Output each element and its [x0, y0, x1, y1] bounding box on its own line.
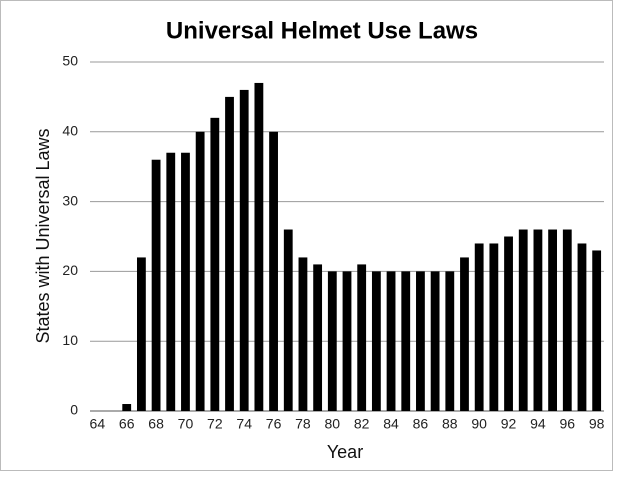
- bar: [592, 250, 602, 411]
- bar: [562, 229, 572, 411]
- bar: [386, 271, 396, 411]
- bar: [474, 243, 484, 411]
- y-tick-label: 30: [62, 192, 78, 208]
- bar: [401, 271, 411, 411]
- y-tick-label: 20: [62, 262, 78, 278]
- bar: [151, 159, 161, 411]
- y-axis-label: States with Universal Laws: [33, 128, 53, 343]
- bar: [181, 152, 190, 412]
- x-tick-label: 68: [148, 416, 164, 432]
- bar: [122, 404, 132, 411]
- bar: [327, 271, 337, 411]
- bar: [445, 271, 455, 411]
- bar: [313, 264, 323, 411]
- bar: [195, 131, 205, 412]
- bar: [210, 117, 220, 411]
- bar: [548, 229, 558, 411]
- y-tick-label: 40: [62, 123, 78, 139]
- x-tick-label: 98: [589, 416, 605, 432]
- x-tick-label: 64: [90, 416, 106, 432]
- x-tick-label: 66: [119, 416, 135, 432]
- x-tick-label: 72: [207, 416, 223, 432]
- bar: [342, 271, 352, 411]
- bar: [460, 257, 469, 411]
- bar: [269, 131, 278, 412]
- x-tick-label: 88: [442, 416, 458, 432]
- x-tick-label: 90: [471, 416, 487, 432]
- bar: [416, 271, 425, 411]
- y-tick-label: 10: [62, 332, 78, 348]
- x-tick-label: 82: [354, 416, 370, 432]
- x-tick-label: 86: [413, 416, 429, 432]
- x-tick-label: 80: [325, 416, 341, 432]
- bar: [577, 243, 587, 411]
- x-tick-label: 78: [295, 416, 311, 432]
- bar: [166, 152, 176, 412]
- x-tick-label: 70: [178, 416, 194, 432]
- x-tick-label: 74: [236, 416, 252, 432]
- bar: [298, 257, 308, 411]
- chart-title: Universal Helmet Use Laws: [166, 17, 478, 44]
- bar: [239, 89, 249, 412]
- x-tick-label: 94: [530, 416, 546, 432]
- bar: [225, 96, 234, 412]
- bar: [533, 229, 543, 411]
- x-axis-label: Year: [327, 442, 363, 462]
- bar: [283, 229, 293, 411]
- y-tick-label: 0: [70, 402, 78, 418]
- y-tick-label: 50: [62, 53, 78, 69]
- bar: [254, 82, 264, 411]
- bar: [489, 243, 499, 411]
- bar: [518, 229, 528, 411]
- x-tick-label: 76: [266, 416, 282, 432]
- x-tick-label: 84: [383, 416, 399, 432]
- bar: [357, 264, 367, 411]
- x-tick-label: 96: [559, 416, 575, 432]
- bar: [136, 257, 146, 411]
- x-tick-label: 92: [501, 416, 517, 432]
- bar: [430, 271, 440, 411]
- bar: [504, 236, 513, 411]
- bar: [371, 271, 381, 411]
